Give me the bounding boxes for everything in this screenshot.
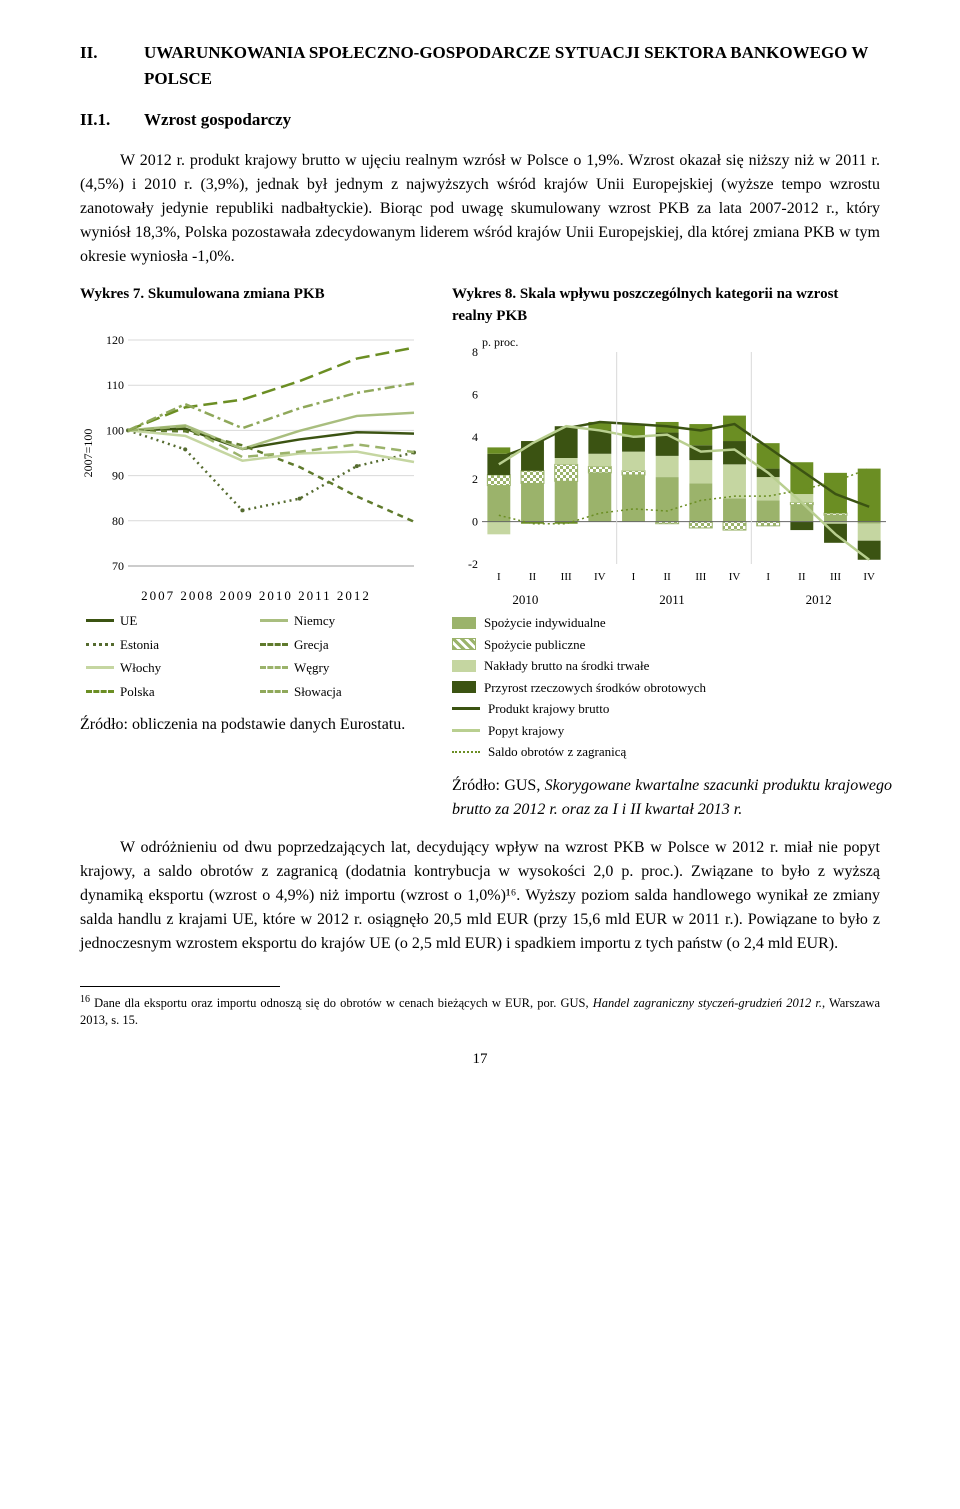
chart8-title: Wykres 8. Skala wpływu poszczególnych ka… (452, 283, 880, 328)
svg-text:80: 80 (112, 513, 124, 527)
svg-text:III: III (695, 571, 706, 583)
chart8-svg: p. proc.-202468 IIIIIIIVIIIIIIIVIIIIIIIV (452, 334, 892, 584)
chart7-legend-item: Niemcy (260, 611, 426, 631)
chart7-legend-item: Estonia (86, 635, 252, 655)
chart7-x-years: 2007 2008 2009 2010 2011 2012 (80, 586, 432, 606)
section-title: UWARUNKOWANIA SPOŁECZNO-GOSPODARCZE SYTU… (144, 40, 880, 91)
svg-text:p. proc.: p. proc. (482, 335, 518, 349)
chart7-legend-item: Słowacja (260, 682, 426, 702)
svg-text:4: 4 (472, 429, 478, 443)
svg-text:8: 8 (472, 345, 478, 359)
subsection-heading: II.1. Wzrost gospodarczy (80, 107, 880, 133)
chart8-source: Źródło: GUS, Skorygowane kwartalne szacu… (452, 774, 892, 822)
paragraph-1: W 2012 r. produkt krajowy brutto w ujęci… (80, 149, 880, 269)
svg-text:IV: IV (594, 571, 606, 583)
svg-text:III: III (561, 571, 572, 583)
chart8-legend-item: Spożycie publiczne (452, 635, 892, 655)
page-number: 17 (80, 1048, 880, 1071)
section-heading: II. UWARUNKOWANIA SPOŁECZNO-GOSPODARCZE … (80, 40, 880, 91)
chart7-legend-item: UE (86, 611, 252, 631)
chart8-legend-item: Spożycie indywidualne (452, 613, 892, 633)
svg-text:I: I (632, 571, 636, 583)
chart7-legend-item: Polska (86, 682, 252, 702)
chart8-container: p. proc.-202468 IIIIIIIVIIIIIIIVIIIIIIIV… (452, 334, 892, 822)
chart7-container: 2007=100 70 80 90 100 110 120 2007 2008 2009 2… (80, 334, 432, 738)
svg-text:IV: IV (863, 571, 875, 583)
chart7-svg: 2007=100 70 80 90 100 110 120 (80, 334, 420, 584)
svg-text:-2: -2 (468, 557, 478, 571)
chart7-title: Wykres 7. Skumulowana zmiana PKB (80, 283, 432, 328)
chart8-legend-item: Nakłady brutto na środki trwałe (452, 656, 892, 676)
svg-text:0: 0 (472, 514, 478, 528)
subsection-number: II.1. (80, 107, 120, 133)
svg-text:I: I (497, 571, 501, 583)
svg-text:110: 110 (106, 378, 124, 392)
svg-text:II: II (798, 571, 806, 583)
section-number: II. (80, 40, 120, 91)
chart8-legend-item: Popyt krajowy (452, 721, 892, 741)
chart7-legend: 2007 2008 2009 2010 2011 2012 UE Niemcy … (80, 586, 432, 702)
chart8-legend-item: Produkt krajowy brutto (452, 699, 892, 719)
chart8-legend: 201020112012 Spożycie indywidualneSpożyc… (452, 590, 892, 762)
subsection-title: Wzrost gospodarczy (144, 107, 291, 133)
footnote-separator (80, 986, 280, 987)
chart8-legend-item: Przyrost rzeczowych środków obrotowych (452, 678, 892, 698)
svg-text:6: 6 (472, 387, 478, 401)
svg-text:III: III (830, 571, 841, 583)
chart7-legend-item: Grecja (260, 635, 426, 655)
svg-text:2007=100: 2007=100 (81, 428, 95, 477)
footnote-16: 16 Dane dla eksportu oraz importu odnosz… (80, 993, 880, 1029)
svg-text:70: 70 (112, 559, 124, 573)
svg-text:100: 100 (106, 423, 124, 437)
chart7-legend-item: Włochy (86, 658, 252, 678)
chart8-legend-item: Saldo obrotów z zagranicą (452, 742, 892, 762)
svg-text:2: 2 (472, 472, 478, 486)
chart7-source: Źródło: obliczenia na podstawie danych E… (80, 713, 432, 737)
svg-text:IV: IV (729, 571, 741, 583)
svg-text:I: I (766, 571, 770, 583)
svg-text:120: 120 (106, 334, 124, 347)
svg-text:II: II (529, 571, 537, 583)
chart7-legend-item: Węgry (260, 658, 426, 678)
paragraph-2: W odróżnieniu od dwu poprzedzających lat… (80, 836, 880, 956)
svg-text:II: II (664, 571, 672, 583)
svg-text:90: 90 (112, 468, 124, 482)
